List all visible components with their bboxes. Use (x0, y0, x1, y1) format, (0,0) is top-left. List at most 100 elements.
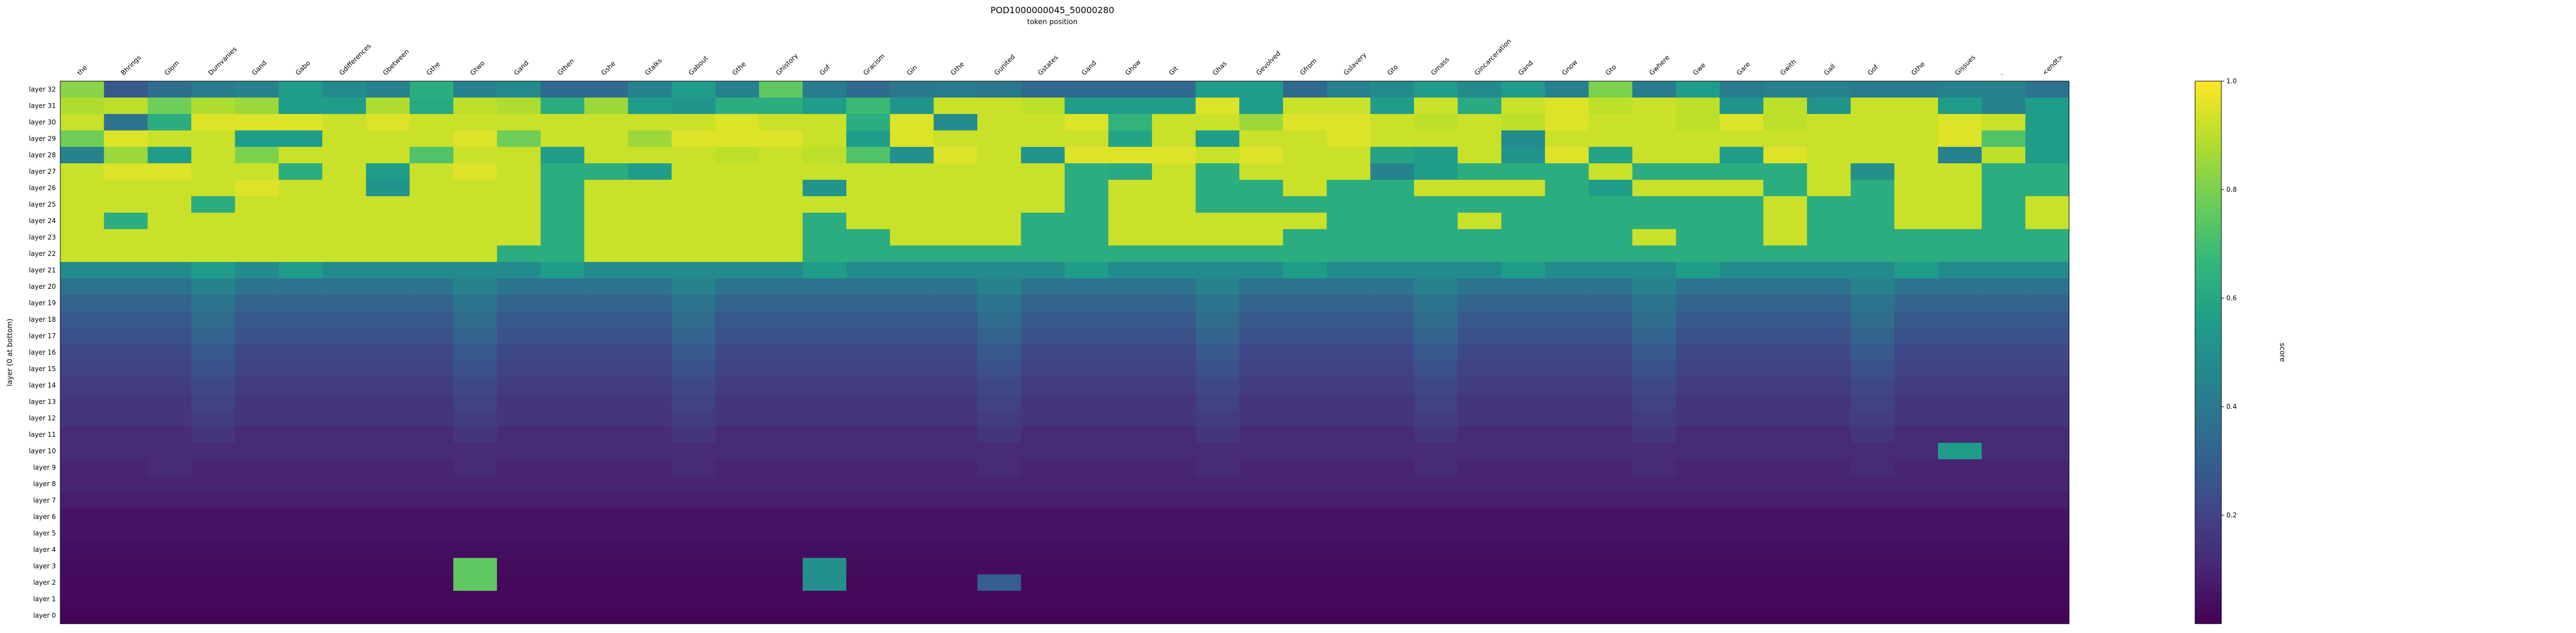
heatmap-cell (1719, 295, 1764, 312)
heatmap-cell (1195, 163, 1240, 180)
heatmap-cell (1632, 591, 1677, 608)
heatmap-cell (1763, 311, 1808, 328)
row-label: layer 8 (33, 480, 56, 488)
heatmap-cell (1806, 98, 1851, 115)
heatmap-cell (1457, 541, 1502, 558)
heatmap-cell (1632, 558, 1677, 575)
heatmap-cell (104, 98, 148, 115)
heatmap-cell (1195, 262, 1240, 279)
heatmap-cell (759, 180, 803, 197)
column-label: Gand (512, 59, 530, 77)
row-label: layer 11 (29, 431, 56, 438)
heatmap-cell (1763, 147, 1808, 164)
heatmap-cell (235, 509, 279, 526)
heatmap-cell (584, 476, 629, 493)
heatmap-cell (1850, 278, 1895, 295)
heatmap-cell (1894, 246, 1939, 263)
heatmap-cell (147, 394, 192, 410)
heatmap-cell (628, 558, 673, 575)
heatmap-cell (1152, 443, 1196, 460)
heatmap-cell (191, 426, 236, 443)
heatmap-cell (1675, 443, 1720, 460)
heatmap-cell (1545, 98, 1589, 115)
heatmap-cell (759, 607, 803, 624)
heatmap-cell (1588, 213, 1633, 230)
heatmap-cell (104, 163, 148, 180)
heatmap-cell (278, 114, 323, 131)
heatmap-cell (366, 492, 410, 509)
heatmap-cell (1370, 410, 1415, 427)
heatmap-cell (366, 246, 410, 263)
heatmap-cell (147, 229, 192, 246)
column-label: Gto (1386, 63, 1399, 77)
heatmap-cell (715, 525, 760, 542)
heatmap-cell (1239, 344, 1284, 361)
heatmap-cell (1719, 311, 1764, 328)
heatmap-cell (366, 81, 410, 98)
heatmap-cell (1588, 229, 1633, 246)
heatmap-cell (628, 426, 673, 443)
heatmap-cell (715, 130, 760, 147)
heatmap-cell (1457, 492, 1502, 509)
heatmap-cell (191, 180, 236, 197)
heatmap-cell (366, 180, 410, 197)
heatmap-cell (1064, 394, 1109, 410)
heatmap-cell (1501, 246, 1546, 263)
heatmap-cell (584, 525, 629, 542)
heatmap-cell (1195, 607, 1240, 624)
heatmap-cell (1981, 459, 2026, 476)
heatmap-cell (1501, 426, 1546, 443)
heatmap-cell (278, 394, 323, 410)
row-label: layer 23 (29, 233, 56, 241)
row-label: layer 1 (33, 595, 56, 603)
heatmap-cell (1283, 328, 1327, 345)
heatmap-cell (1239, 558, 1284, 575)
heatmap-cell (366, 591, 410, 608)
heatmap-cell (1545, 426, 1589, 443)
heatmap-cell (322, 278, 367, 295)
heatmap-cell (933, 81, 978, 98)
heatmap-cell (60, 246, 105, 263)
heatmap-cell (1763, 328, 1808, 345)
heatmap-cell (1370, 525, 1415, 542)
heatmap-cell (104, 278, 148, 295)
heatmap-cell (1195, 130, 1240, 147)
heatmap-cell (1632, 163, 1677, 180)
heatmap-cell (1719, 278, 1764, 295)
heatmap-cell (1414, 410, 1458, 427)
heatmap-cell (1064, 328, 1109, 345)
heatmap-cell (1806, 361, 1851, 378)
heatmap-cell (147, 246, 192, 263)
heatmap-cell (322, 130, 367, 147)
heatmap-cell (2025, 328, 2070, 345)
heatmap-cell (1064, 262, 1109, 279)
heatmap-cell (1588, 558, 1633, 575)
heatmap-cell (2025, 246, 2070, 263)
heatmap-cell (1937, 196, 1982, 213)
heatmap-cell (977, 476, 1022, 493)
colorbar-tick-label: 0.2 (2226, 511, 2237, 519)
heatmap-cell (1806, 328, 1851, 345)
heatmap-cell (1108, 196, 1153, 213)
heatmap-cell (235, 492, 279, 509)
heatmap-cell (2025, 130, 2070, 147)
heatmap-cell (759, 541, 803, 558)
heatmap-cell (1152, 591, 1196, 608)
heatmap-cell (409, 180, 454, 197)
heatmap-cell (1021, 98, 1065, 115)
heatmap-cell (977, 311, 1022, 328)
row-label: layer 29 (29, 135, 56, 142)
heatmap-cell (1283, 459, 1327, 476)
heatmap-cell (1675, 591, 1720, 608)
heatmap-cell (540, 459, 585, 476)
heatmap-cell (278, 311, 323, 328)
heatmap-cell (1675, 163, 1720, 180)
heatmap-cell (584, 180, 629, 197)
row-label: layer 26 (29, 184, 56, 192)
heatmap-cell (1108, 476, 1153, 493)
heatmap-cell (1719, 180, 1764, 197)
heatmap-cell (191, 394, 236, 410)
column-label: Gabout (687, 54, 709, 77)
heatmap-cell (409, 81, 454, 98)
heatmap-cell (977, 278, 1022, 295)
